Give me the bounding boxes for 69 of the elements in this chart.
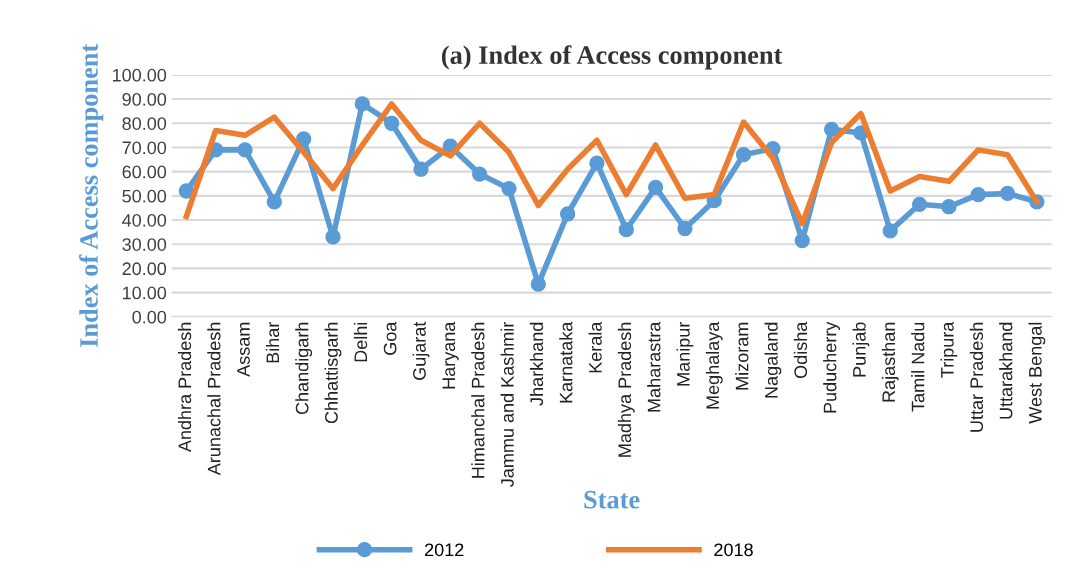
y-tick-label: 50.00: [122, 189, 167, 203]
x-tick-label: Puducherry: [823, 321, 840, 413]
y-tick-label: 10.00: [123, 286, 167, 300]
x-tick-label: Haryana: [442, 321, 459, 389]
chart-title: (a) Index of Access component: [441, 45, 783, 70]
point: [325, 229, 341, 245]
y-axis-title: Index of Access component: [79, 43, 104, 348]
point: [794, 232, 810, 249]
x-tick-label: Assam: [237, 322, 250, 377]
x-tick-label: Kerala: [588, 321, 602, 373]
x-tick-label: Maharastra: [647, 321, 661, 412]
x-tick-label: Andhra Pradesh: [177, 322, 192, 453]
x-tick-label: West Bengal: [1028, 322, 1046, 424]
x-tick-label: Manipur: [676, 321, 694, 386]
y-tick-label: 100.00: [112, 68, 167, 82]
y-tick-label: 70.00: [122, 141, 167, 155]
x-tick-label: Karnataka: [559, 321, 573, 403]
x-tick-label: Arunachal Pradesh: [207, 322, 221, 476]
x-tick-label: Himanchal Pradesh: [471, 322, 485, 478]
x-tick-label: Delhi: [353, 322, 368, 362]
x-tick-label: Odisha: [793, 321, 808, 379]
x-tick-label: Tamil Nadu: [911, 322, 925, 412]
x-tick-label: Jammu and Kashmir: [500, 321, 514, 487]
point: [677, 220, 693, 237]
y-tick-label: 80.00: [122, 117, 167, 130]
point: [618, 222, 634, 238]
point: [647, 179, 664, 196]
x-tick-label: Goa: [383, 321, 397, 355]
x-tick-label: Tripura: [940, 321, 958, 378]
x-tick-label: Chandigarh: [295, 322, 313, 415]
y-tick-label: 90.00: [122, 93, 167, 106]
x-tick-label: Punjab: [852, 322, 870, 377]
point: [384, 115, 400, 131]
x-tick-label: Meghalaya: [705, 321, 723, 409]
point: [266, 194, 282, 210]
point: [501, 180, 517, 197]
point: [589, 155, 605, 171]
x-tick-label: Jharkhand: [529, 322, 544, 406]
x-tick-label: Gujarat: [412, 321, 430, 380]
point: [999, 185, 1016, 202]
x-tick-label: Bihar: [265, 321, 280, 363]
legend-label: 2018: [714, 543, 753, 557]
y-tick-label: 60.00: [122, 165, 167, 179]
y-tick-label: 40.00: [122, 213, 167, 227]
point: [237, 142, 253, 158]
point: [882, 223, 898, 239]
point: [911, 196, 928, 212]
point: [530, 276, 546, 292]
point: [471, 166, 488, 182]
point: [941, 199, 957, 215]
y-tick-label: 0.00: [132, 310, 167, 324]
x-tick-label: Mizoram: [735, 322, 749, 390]
point: [970, 186, 986, 203]
x-tick-label: Madhya Pradesh: [617, 322, 635, 457]
y-tick-label: 30.00: [122, 238, 167, 251]
point: [823, 121, 840, 137]
x-tick-label: Uttar Pradesh: [969, 322, 984, 432]
y-tick-label: 20.00: [122, 262, 167, 276]
legend-label: 2012: [425, 543, 464, 557]
point: [735, 147, 752, 163]
x-tick-label: Rajasthan: [881, 322, 899, 402]
x-tick-label: Chhattisgarh: [324, 322, 342, 424]
point: [296, 131, 312, 147]
point: [413, 161, 429, 177]
x-axis-title: State: [584, 490, 640, 509]
point: [559, 206, 576, 222]
x-tick-label: Nagaland: [764, 322, 782, 398]
point: [354, 96, 370, 112]
x-tick-label: Uttarakhand: [999, 322, 1013, 419]
